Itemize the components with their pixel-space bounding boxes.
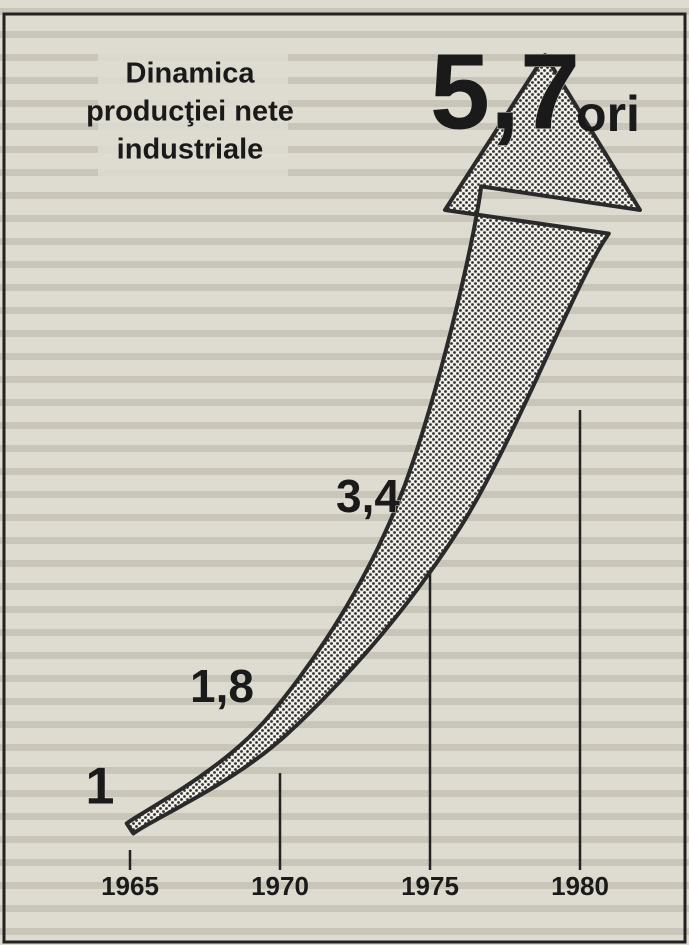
chart-title: Dinamica	[126, 58, 256, 90]
value-label: 3,4	[336, 470, 400, 522]
value-label: 1	[86, 758, 115, 816]
chart-title: industriale	[117, 134, 264, 166]
x-tick-label: 1970	[251, 871, 309, 901]
value-label: 5,7	[430, 31, 580, 152]
chart-title: producţiei nete	[86, 96, 294, 128]
unit-label: ori	[576, 86, 640, 142]
x-tick-label: 1980	[551, 871, 609, 901]
frame	[2, 12, 687, 944]
value-label: 1,8	[190, 660, 254, 712]
growth-arrow	[124, 53, 642, 836]
x-tick-label: 1965	[101, 871, 159, 901]
title-backdrop	[98, 52, 288, 182]
x-tick-label: 1975	[401, 871, 459, 901]
